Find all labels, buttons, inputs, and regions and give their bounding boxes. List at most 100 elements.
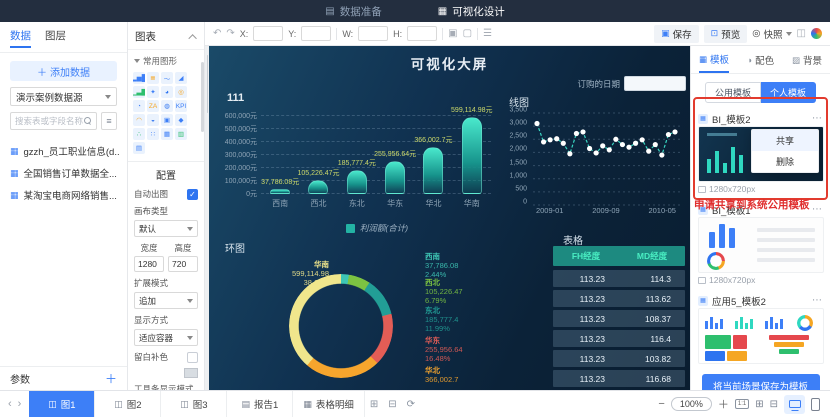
- add-sheet-icon[interactable]: ⊞: [369, 398, 379, 410]
- area-chart-icon[interactable]: ◢: [175, 72, 187, 84]
- kpi-card-icon[interactable]: KPI: [175, 100, 187, 112]
- mobile-view-button[interactable]: [811, 397, 820, 411]
- pie-chart-icon[interactable]: ◕: [161, 86, 173, 98]
- map-chart-icon[interactable]: ◆: [175, 114, 187, 126]
- public-template-button[interactable]: 公用模板: [704, 82, 761, 103]
- tab-background[interactable]: ▨ 背景: [792, 52, 822, 73]
- personal-template-button[interactable]: 个人模板: [761, 82, 817, 103]
- table-list-item[interactable]: ▦ gzzh_员工职业信息(d...: [8, 140, 119, 162]
- sheet-prev-icon[interactable]: ‹: [8, 398, 12, 410]
- liquid-chart-icon[interactable]: ◒: [147, 114, 159, 126]
- text-chart-icon[interactable]: ZA: [147, 100, 159, 112]
- group-caret-icon[interactable]: [134, 59, 140, 63]
- fit-screen-icon[interactable]: ⊞: [755, 398, 764, 410]
- radar-chart-icon[interactable]: ✦: [147, 86, 159, 98]
- add-report-icon[interactable]: ⊟: [388, 398, 397, 410]
- table-row[interactable]: 113.23 108.37: [553, 310, 685, 327]
- width-input[interactable]: [134, 256, 164, 272]
- panel-scrollbar[interactable]: [201, 62, 204, 132]
- donut-chart-icon[interactable]: ◎: [175, 86, 187, 98]
- sheet-tab-图3[interactable]: ◫ 图3: [161, 391, 228, 417]
- height-input[interactable]: [168, 256, 198, 272]
- zoom-level[interactable]: 100%: [670, 397, 712, 411]
- delete-menu-item[interactable]: 删除: [775, 157, 794, 167]
- desktop-view-button[interactable]: [784, 394, 805, 414]
- actual-size-button[interactable]: 1:1: [734, 399, 750, 409]
- bar[interactable]: 255,956.64元: [374, 151, 416, 194]
- table-list-item[interactable]: ▦ 某淘宝电商网络销售...: [8, 184, 119, 206]
- combo-chart-icon[interactable]: ▁▃▇: [133, 86, 145, 98]
- sheet-tab-图1[interactable]: ◫ 图1: [29, 391, 96, 417]
- sheet-tab-表格明细[interactable]: ▦ 表格明细: [293, 391, 365, 417]
- theme-color-icon[interactable]: [811, 28, 822, 39]
- display-mode-select[interactable]: 适应容器: [134, 329, 198, 346]
- tab-layer[interactable]: 图层: [45, 30, 66, 42]
- bar-chart[interactable]: 111 600,000元 500,000元 400,000元 300,000元 200,…: [215, 92, 493, 234]
- ungroup-icon[interactable]: ▢: [462, 28, 473, 39]
- more-menu-icon[interactable]: ⋯: [812, 204, 823, 215]
- template-thumbnail[interactable]: [698, 217, 824, 273]
- refresh-icon[interactable]: ⟳: [406, 398, 416, 410]
- template-card[interactable]: ▦ BI_模板1 ⋯ 1280x720px: [691, 200, 830, 291]
- collapse-icon[interactable]: [188, 33, 197, 43]
- preview-button[interactable]: ⊡ 预览: [703, 24, 748, 43]
- canvas-type-select[interactable]: 默认: [134, 220, 198, 237]
- redo-icon[interactable]: ↷: [226, 28, 235, 39]
- line-chart-icon[interactable]: ～: [161, 72, 173, 84]
- table-chart-icon[interactable]: ▦: [161, 128, 173, 140]
- gauge-chart-icon[interactable]: ◠: [133, 114, 145, 126]
- group-icon[interactable]: ▣: [448, 28, 458, 39]
- add-param-button[interactable]: ＋: [104, 372, 117, 386]
- pivot-table-icon[interactable]: ▥: [175, 128, 187, 140]
- image-card-icon[interactable]: ▣: [161, 114, 173, 126]
- extend-mode-select[interactable]: 追加: [134, 292, 198, 309]
- donut-chart[interactable]: 环图 西南 37,786.08 2.44% 西北 105,226.47 6.79% 东北 18…: [215, 238, 551, 390]
- table-row[interactable]: 113.23 116.68: [553, 370, 685, 387]
- share-menu-item[interactable]: 共享: [752, 130, 818, 151]
- sheet-next-icon[interactable]: ›: [17, 398, 22, 410]
- search-input[interactable]: [15, 116, 84, 126]
- line-chart[interactable]: 线图 3,500 3,000 2,500 2,000 1,500 1,000 500 0 20…: [499, 92, 685, 234]
- template-card[interactable]: ▦ BI_模板2 ⋯ 共享 删除 1280x720px: [691, 109, 830, 200]
- dashboard-canvas[interactable]: 可视化大屏 订购的日期 111 600,000元 500,000元 400,000元…: [209, 46, 690, 390]
- tab-colorscheme[interactable]: ◑ 配色: [747, 52, 774, 73]
- table-row[interactable]: 113.23 116.4: [553, 330, 685, 347]
- table-row[interactable]: 113.23 103.82: [553, 350, 685, 367]
- template-card[interactable]: ▦ 应用5_模板2 ⋯: [691, 291, 830, 368]
- bar[interactable]: 366,002.7元: [414, 137, 453, 194]
- padding-color-swatch[interactable]: [184, 368, 198, 378]
- tab-viz-design[interactable]: ▦ 可视化设计: [438, 4, 505, 19]
- zoom-in-button[interactable]: ＋: [717, 399, 729, 411]
- x-input[interactable]: [253, 26, 284, 41]
- tab-data-prep[interactable]: ▤ 数据准备: [325, 4, 381, 19]
- globe-chart-icon[interactable]: ◍: [161, 100, 173, 112]
- bar[interactable]: 105,226.47元: [297, 170, 340, 194]
- more-menu-icon[interactable]: ⋯: [812, 295, 823, 306]
- date-filter-input[interactable]: [624, 76, 686, 91]
- snapshot-button[interactable]: ◎ 快照: [752, 27, 792, 41]
- field-filter-icon[interactable]: ≡: [101, 112, 117, 130]
- bar[interactable]: 185,777.4元: [338, 160, 376, 194]
- more-menu-icon[interactable]: ⋯: [812, 113, 823, 124]
- sheet-tab-图2[interactable]: ◫ 图2: [95, 391, 162, 417]
- tab-data[interactable]: 数据: [10, 28, 31, 48]
- stacked-bar-icon[interactable]: ≣: [147, 72, 159, 84]
- sheet-tab-报告1[interactable]: ▤ 报告1: [227, 391, 294, 417]
- h-input[interactable]: [407, 26, 438, 41]
- add-data-button[interactable]: ＋ 添加数据: [10, 61, 117, 81]
- zoom-out-button[interactable]: −: [658, 398, 665, 410]
- table-row[interactable]: 113.23 114.3: [553, 270, 685, 287]
- search-icon[interactable]: [84, 117, 92, 125]
- save-button[interactable]: ▣ 保存: [654, 24, 699, 43]
- padding-fill-checkbox[interactable]: [187, 351, 198, 363]
- template-thumbnail[interactable]: 共享 删除: [698, 126, 824, 182]
- rose-chart-icon[interactable]: ◔: [133, 100, 145, 112]
- canvas-scrollbar[interactable]: [205, 46, 209, 390]
- data-table[interactable]: 表格 FH经度 MD经度 113.23 114.3 113.23 113.62 113.2…: [553, 230, 685, 390]
- bar-chart-icon[interactable]: ▂▅█: [133, 72, 145, 84]
- save-as-template-button[interactable]: 将当前场景保存为模板: [701, 374, 820, 390]
- bubble-chart-icon[interactable]: ∷: [147, 128, 159, 140]
- table-row[interactable]: 113.23 113.62: [553, 290, 685, 307]
- tab-template[interactable]: ▦ 模板: [699, 52, 730, 73]
- align-icon[interactable]: ☰: [483, 28, 493, 39]
